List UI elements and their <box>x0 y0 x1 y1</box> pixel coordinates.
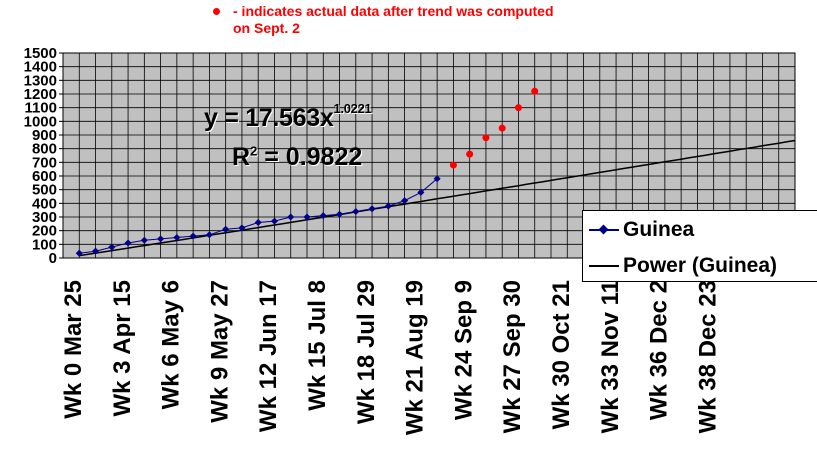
note-marker-icon <box>213 8 220 15</box>
x-tick-label: Wk 9 May 27 <box>206 280 233 423</box>
guinea-point <box>401 197 409 205</box>
y-tick-label: 1200 <box>24 86 57 103</box>
actual-data-point <box>531 87 539 95</box>
x-tick-label: Wk 6 May 6 <box>158 280 185 409</box>
guinea-point <box>319 212 327 220</box>
y-tick-label: 100 <box>32 236 57 253</box>
guinea-point <box>189 232 197 240</box>
r2-sup: 2 <box>250 143 258 159</box>
y-tick-label: 200 <box>32 223 57 240</box>
x-tick-label: Wk 21 Aug 19 <box>402 280 429 435</box>
guinea-point <box>303 213 311 221</box>
r2-prefix: R <box>232 143 251 171</box>
x-tick-label: Wk 18 Jul 29 <box>353 280 380 424</box>
actual-data-point <box>498 124 506 132</box>
guinea-point <box>91 247 100 255</box>
trend-line-power-guinea <box>79 139 796 257</box>
y-tick-label: 1100 <box>24 100 57 117</box>
guinea-point <box>352 207 360 216</box>
guinea-point <box>157 235 165 243</box>
guinea-point <box>75 249 83 257</box>
x-tick-label: Wk 3 Apr 15 <box>109 280 136 417</box>
guinea-point <box>335 210 344 218</box>
r2-value: = 0.9822 <box>257 143 363 171</box>
guinea-point <box>270 217 279 225</box>
guinea-point <box>433 175 441 183</box>
x-tick-label: Wk 38 Dec 23 <box>694 280 721 433</box>
y-tick-label: 1300 <box>24 72 57 89</box>
guinea-point <box>287 213 295 221</box>
x-tick-label: Wk 36 Dec 2 <box>646 280 673 420</box>
y-tick-label: 600 <box>32 168 57 185</box>
trend-equation: y = 17.563x1.0221 <box>204 100 372 133</box>
legend-label-power: Power (Guinea) <box>623 254 778 277</box>
y-tick-label: 700 <box>32 154 57 171</box>
y-tick-label: 1000 <box>24 113 57 130</box>
equation-main: y = 17.563x <box>204 104 334 132</box>
y-tick-label: 0 <box>49 250 57 267</box>
actual-data-point <box>449 161 457 169</box>
guinea-point <box>384 202 392 210</box>
y-tick-label: 300 <box>32 209 57 226</box>
annotation-note: - indicates actual data after trend was … <box>233 3 554 36</box>
x-tick-label: Wk 27 Sep 30 <box>499 280 526 433</box>
x-tick-label: Wk 33 Nov 11 <box>597 280 624 433</box>
plot-area <box>62 52 796 259</box>
y-tick-label: 500 <box>32 182 57 199</box>
legend: Guinea Power (Guinea) <box>582 210 817 282</box>
guinea-point <box>205 231 213 239</box>
y-tick-label: 900 <box>32 127 57 144</box>
guinea-point <box>108 243 116 251</box>
x-axis-labels: Wk 0 Mar 25 Wk 3 Apr 15 Wk 6 May 6 Wk 9 May… <box>60 280 721 435</box>
actual-data-point <box>482 134 490 142</box>
actual-data-point <box>514 104 522 112</box>
y-tick-label: 1500 <box>24 45 57 62</box>
y-tick-label: 400 <box>32 195 57 212</box>
actual-data-point <box>466 150 474 158</box>
guinea-point <box>173 233 181 242</box>
x-tick-label: Wk 0 Mar 25 <box>60 280 87 419</box>
guinea-point <box>368 205 376 213</box>
axes: 0100200300400500600700800900100011001200… <box>24 45 63 267</box>
guinea-point <box>222 225 230 233</box>
x-tick-label: Wk 12 Jun 17 <box>255 280 282 432</box>
y-tick-label: 1400 <box>24 59 57 76</box>
legend-label-guinea: Guinea <box>623 218 695 241</box>
legend-item-guinea: Guinea <box>589 215 694 245</box>
y-tick-label: 800 <box>32 141 57 158</box>
x-tick-label: Wk 24 Sep 9 <box>450 280 477 420</box>
guinea-point <box>238 224 246 232</box>
guinea-point <box>124 239 132 247</box>
equation-exponent: 1.0221 <box>333 100 372 116</box>
x-tick-label: Wk 30 Oct 21 <box>548 280 575 429</box>
line-icon <box>589 256 619 276</box>
guinea-point <box>417 188 425 196</box>
x-tick-label: Wk 15 Jul 8 <box>304 280 331 411</box>
guinea-point <box>140 236 148 244</box>
r-squared: R2 = 0.9822 <box>232 143 362 172</box>
legend-item-power: Power (Guinea) <box>589 251 777 281</box>
diamond-line-icon <box>589 220 619 240</box>
